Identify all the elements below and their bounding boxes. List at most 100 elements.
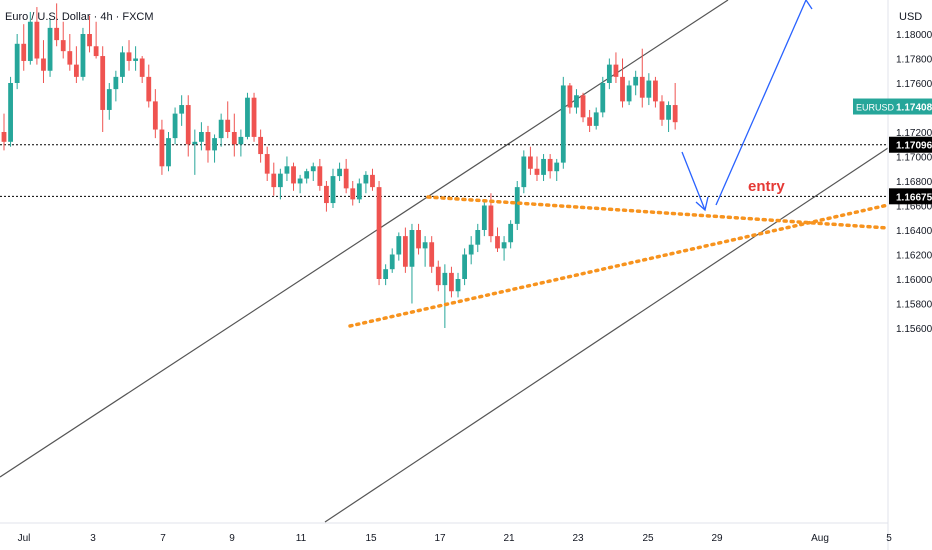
price-tag-value: 1.17408: [896, 103, 932, 114]
candle-body: [396, 236, 402, 255]
candle-body: [521, 156, 527, 188]
candle-body: [639, 76, 645, 98]
arrow-up-line: [715, 0, 807, 206]
price-tick-label: 1.16200: [896, 251, 932, 262]
candle-body: [455, 279, 461, 292]
candle-body: [304, 171, 310, 179]
candle-body: [383, 269, 389, 279]
candle-body: [238, 136, 244, 145]
candle-body: [350, 188, 356, 200]
arrow-down-head: [695, 196, 709, 212]
price-tick-label: 1.16400: [896, 226, 932, 237]
candle-body: [179, 105, 185, 114]
arrow-down-line: [681, 151, 706, 211]
candle-body: [284, 166, 290, 174]
candle-body: [626, 85, 632, 102]
candle-body: [356, 183, 362, 200]
candle-body: [501, 242, 507, 249]
candle-body: [34, 21, 40, 59]
entry-annotation: entry: [748, 178, 785, 195]
candle-body: [567, 85, 573, 108]
price-axis[interactable]: 1.18000 1.17800 1.17600 1.17200 1.17000 1.168…: [887, 0, 932, 550]
candle-body: [449, 272, 454, 292]
candle-body: [475, 230, 481, 245]
price-tag-box: [889, 188, 932, 205]
candle-body: [54, 27, 60, 41]
candle-body: [606, 64, 612, 83]
price-tick-label: 1.16600: [896, 202, 932, 213]
price-tick-label: 1.15600: [896, 324, 932, 335]
price-tick-label: 1.18000: [896, 30, 932, 41]
candle-body: [258, 136, 264, 155]
price-tick-label: 1.16800: [896, 177, 932, 188]
candle-body: [317, 166, 323, 186]
price-tag-box: [889, 136, 932, 153]
candle-body: [633, 76, 639, 86]
candle-body: [528, 156, 533, 169]
candle-body: [435, 266, 441, 286]
candle-body: [416, 230, 421, 249]
candle-body: [574, 95, 579, 108]
time-axis[interactable]: Jul 3 7 9 11 15 17 21 23 25 29 Aug 5: [0, 522, 892, 544]
candle-body: [672, 105, 678, 123]
candle-body: [429, 242, 435, 267]
candle-body: [93, 46, 99, 57]
candle-body: [87, 34, 92, 47]
candle-body: [495, 236, 500, 249]
candle-body: [192, 141, 198, 145]
price-tick-label: 1.17800: [896, 55, 932, 66]
candle-body: [547, 158, 553, 172]
symbol-tag-label: EURUSD: [856, 103, 895, 113]
candle-body: [212, 138, 217, 151]
triangle-upper-line: [426, 195, 890, 230]
symbol-tag-box: [853, 98, 889, 115]
candle-body: [442, 272, 448, 286]
candle-body: [534, 168, 540, 175]
symbol-title: Euro / U.S. Dollar · 4h · FXCM: [5, 11, 154, 23]
candle-body: [245, 97, 250, 137]
candle-body: [172, 113, 178, 139]
candle-body: [106, 89, 112, 110]
candle-body: [376, 187, 382, 279]
candle-body: [324, 185, 329, 204]
candles-layer: [1, 3, 678, 328]
candle-body: [159, 129, 165, 167]
candle-body: [199, 132, 204, 142]
time-tick-label: 17: [434, 533, 446, 544]
candle-body: [593, 112, 599, 126]
candle-body: [47, 27, 53, 71]
candle-body: [587, 117, 593, 126]
candle-body: [402, 236, 408, 267]
candle-body: [146, 76, 152, 102]
price-tag-box: [889, 98, 932, 115]
candle-body: [337, 168, 342, 177]
candle-body: [409, 230, 415, 267]
candle-body: [113, 76, 119, 90]
candle-body: [225, 119, 231, 132]
candle-body: [613, 64, 619, 77]
candle-body: [152, 101, 158, 130]
annotations-layer: [348, 0, 890, 328]
candle-body: [60, 40, 66, 52]
candle-body: [297, 178, 303, 184]
candle-body: [422, 242, 428, 249]
candle-body: [271, 173, 277, 188]
drawings-layer: [0, 0, 889, 523]
candle-body: [580, 95, 586, 118]
candle-body: [1, 132, 7, 142]
candle-body: [560, 85, 566, 163]
candle-body: [600, 83, 606, 113]
candle-body: [67, 51, 73, 65]
price-tick-label: 1.17000: [896, 153, 932, 164]
arrow-up-head: [805, 0, 813, 10]
candle-body: [73, 64, 79, 77]
currency-label: USD: [899, 11, 922, 23]
triangle-lower-line: [348, 203, 890, 328]
candle-body: [120, 52, 125, 77]
candle-body: [14, 43, 20, 83]
time-tick-label: 3: [90, 533, 96, 544]
candle-body: [468, 244, 474, 255]
price-tick-label: 1.16000: [896, 275, 932, 286]
